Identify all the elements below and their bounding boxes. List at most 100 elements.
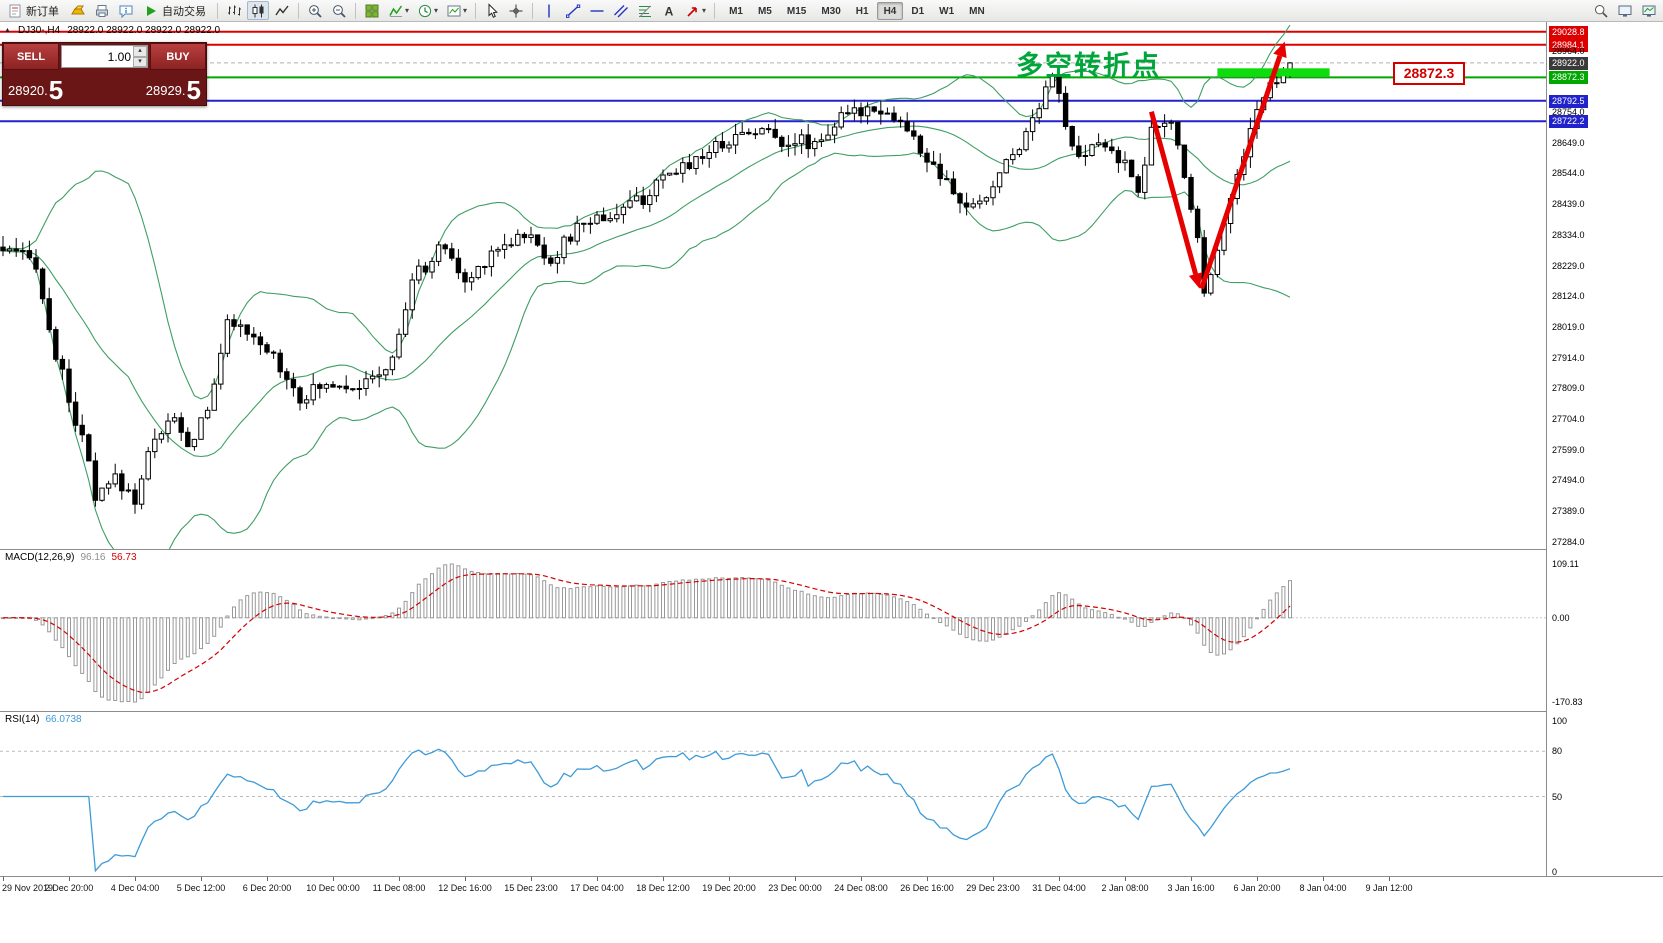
time-axis-label: 9 Jan 12:00 xyxy=(1365,883,1413,893)
time-axis[interactable]: 29 Nov 2019 2 Dec 20:00 4 Dec 04:00 5 Dec 1… xyxy=(0,876,1663,898)
one-click-trading-panel: SELL ▴ ▾ BUY 28920.5 28929.5 xyxy=(2,42,207,106)
panel-divider-macd[interactable] xyxy=(0,549,1663,550)
candlestick-type-icon[interactable] xyxy=(247,1,269,20)
chat-info-icon[interactable] xyxy=(115,1,137,20)
timeframe-m1-button[interactable]: M1 xyxy=(729,5,743,17)
time-tick xyxy=(795,877,796,881)
symbol-ohlc: 28922.0 28922.0 28922.0 28922.0 xyxy=(67,25,221,36)
rsi-panel-canvas[interactable] xyxy=(0,712,1546,876)
volume-increase-button[interactable]: ▴ xyxy=(133,46,147,57)
tile-windows-icon[interactable] xyxy=(361,1,383,20)
time-tick xyxy=(597,877,598,881)
price-scale-label: 28964.0 xyxy=(1552,45,1585,56)
zoom-out-icon[interactable] xyxy=(328,1,350,20)
macd-panel-canvas[interactable] xyxy=(0,550,1546,711)
indicators-icon[interactable]: ▾ xyxy=(385,1,412,20)
turning-point-annotation[interactable]: 多空转折点 xyxy=(1016,51,1161,81)
time-tick xyxy=(1389,877,1390,881)
trendline-icon[interactable] xyxy=(562,1,584,20)
horizontal-line-icon[interactable] xyxy=(586,1,608,20)
price-scale-label: 27914.0 xyxy=(1552,352,1585,363)
gold-icon[interactable] xyxy=(67,1,89,20)
time-axis-label: 17 Dec 04:00 xyxy=(570,883,624,893)
line-chart-type-icon[interactable] xyxy=(271,1,293,20)
time-axis-label: 29 Dec 23:00 xyxy=(966,883,1020,893)
main-chart-canvas[interactable] xyxy=(0,22,1546,549)
volume-input-group: ▴ ▾ xyxy=(61,45,148,68)
price-scale-label: 28544.0 xyxy=(1552,168,1585,179)
time-axis-label: 6 Jan 20:00 xyxy=(1233,883,1281,893)
macd-label: MACD(12,26,9) xyxy=(5,552,75,563)
sell-button[interactable]: SELL xyxy=(3,43,59,70)
autotrading-button[interactable]: 自动交易 xyxy=(139,1,212,20)
zoom-in-icon[interactable] xyxy=(304,1,326,20)
price-scale-label: 28754.0 xyxy=(1552,107,1585,117)
price-scale-label: 27284.0 xyxy=(1552,536,1585,547)
panel-divider-rsi[interactable] xyxy=(0,711,1663,712)
timeframe-mn-button[interactable]: MN xyxy=(969,5,985,17)
time-axis-label: 2 Jan 08:00 xyxy=(1101,883,1149,893)
collapse-panel-triangle-icon[interactable]: ▲ xyxy=(4,27,11,34)
volume-input[interactable] xyxy=(62,46,133,67)
timeframe-w1-button[interactable]: W1 xyxy=(939,5,955,17)
candles-layer[interactable] xyxy=(0,62,1293,514)
timeframe-h1-button[interactable]: H1 xyxy=(855,5,869,17)
timeframe-h4-button[interactable]: H4 xyxy=(876,1,904,20)
time-axis-label: 3 Jan 16:00 xyxy=(1167,883,1215,893)
arrows-tool-icon[interactable]: ▾ xyxy=(682,1,709,20)
toolbar-separator xyxy=(217,2,218,19)
volume-decrease-button[interactable]: ▾ xyxy=(133,56,147,67)
cursor-icon[interactable] xyxy=(481,1,503,20)
time-axis-label: 26 Dec 16:00 xyxy=(900,883,954,893)
rsi-line xyxy=(3,748,1291,873)
crosshair-icon[interactable] xyxy=(505,1,527,20)
timeframe-m30-button[interactable]: M30 xyxy=(821,5,841,17)
dropdown-caret-icon[interactable]: ▾ xyxy=(405,6,410,15)
time-tick xyxy=(531,877,532,881)
time-tick xyxy=(1323,877,1324,881)
rsi-scale-label: 80 xyxy=(1552,746,1563,757)
bar-chart-type-icon[interactable] xyxy=(223,1,245,20)
macd-scale-label: -170.83 xyxy=(1552,697,1583,707)
rsi-label: RSI(14) xyxy=(5,714,40,725)
periods-icon[interactable]: ▾ xyxy=(414,1,441,20)
time-tick xyxy=(1191,877,1192,881)
timeframe-m15-button[interactable]: M15 xyxy=(786,5,807,17)
bollinger-bands xyxy=(2,24,1291,549)
new-chart-icon[interactable] xyxy=(1614,1,1636,20)
trend-arrow-down[interactable] xyxy=(1148,111,1203,289)
price-scale[interactable]: 29028.8 28984.1 28964.0 28922.0 28872.3 28792… xyxy=(1546,22,1663,877)
macd-scale-label: 0.00 xyxy=(1552,612,1570,623)
dropdown-caret-icon[interactable]: ▾ xyxy=(463,6,468,15)
time-tick xyxy=(1257,877,1258,881)
trend-arrow-up[interactable] xyxy=(1199,41,1287,290)
price-scale-label: 28229.0 xyxy=(1552,260,1585,271)
fibonacci-icon[interactable] xyxy=(634,1,656,20)
vertical-line-icon[interactable] xyxy=(538,1,560,20)
templates-icon[interactable]: ▾ xyxy=(443,1,470,20)
rsi-header: RSI(14) 66.0738 xyxy=(5,714,82,725)
text-tool-icon[interactable] xyxy=(658,1,680,20)
time-axis-label: 19 Dec 20:00 xyxy=(702,883,756,893)
dropdown-caret-icon[interactable]: ▾ xyxy=(434,6,439,15)
timeframe-d1-button[interactable]: D1 xyxy=(911,5,925,17)
timeframe-m5-button[interactable]: M5 xyxy=(757,5,772,17)
buy-price[interactable]: 28929. 5 xyxy=(145,75,201,105)
dropdown-caret-icon[interactable]: ▾ xyxy=(702,6,707,15)
time-axis-label: 23 Dec 00:00 xyxy=(768,883,822,893)
sell-price[interactable]: 28920. 5 xyxy=(8,75,64,105)
rsi-scale-label: 0 xyxy=(1552,867,1558,877)
price-scale-label: 29028.8 xyxy=(1549,25,1588,39)
macd-scale-label: 109.11 xyxy=(1552,559,1579,569)
price-lines-layer[interactable] xyxy=(0,30,1546,123)
buy-button[interactable]: BUY xyxy=(150,43,206,70)
search-icon[interactable] xyxy=(1590,1,1612,20)
new-order-button[interactable]: 新订单 xyxy=(3,1,65,20)
time-axis-label: 15 Dec 23:00 xyxy=(504,883,558,893)
price-tag-label[interactable]: 28872.3 xyxy=(1393,62,1465,85)
profiles-icon[interactable] xyxy=(1638,1,1660,20)
equidistant-channel-icon[interactable] xyxy=(610,1,632,20)
price-scale-label: 28872.3 xyxy=(1549,71,1588,85)
print-icon[interactable] xyxy=(91,1,113,20)
